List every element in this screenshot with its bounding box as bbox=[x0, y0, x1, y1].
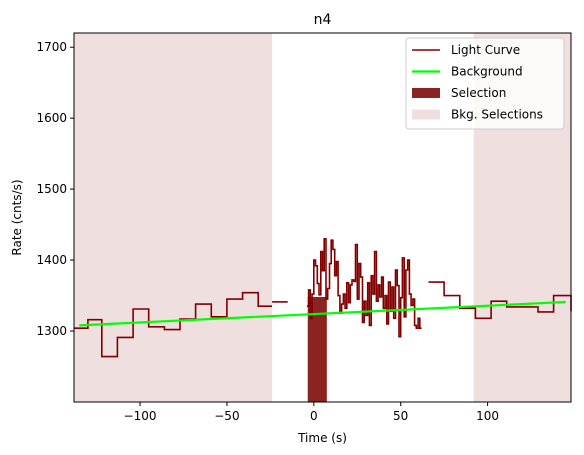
y-axis-ticks: 1300 1400 1500 1600 1700 bbox=[36, 40, 74, 338]
light-curve-segment-4 bbox=[428, 281, 572, 320]
y-tick-label: 1300 bbox=[36, 324, 67, 338]
selection-region bbox=[307, 296, 327, 402]
x-axis-label: Time (s) bbox=[297, 431, 347, 445]
y-axis-label: Rate (cnts/s) bbox=[10, 179, 24, 255]
legend-label-2: Background bbox=[451, 65, 523, 79]
chart-title: n4 bbox=[314, 12, 332, 28]
light-curve-segment-1 bbox=[74, 291, 273, 358]
legend-box bbox=[405, 37, 565, 130]
legend-label-3: Selection bbox=[451, 86, 506, 100]
y-tick-label: 1400 bbox=[36, 253, 67, 267]
legend-label-4: Bkg. Selections bbox=[451, 108, 543, 122]
y-tick-label: 1600 bbox=[36, 111, 67, 125]
background-series bbox=[79, 300, 566, 327]
x-axis-ticks: −100 −50 0 50 100 bbox=[124, 402, 499, 423]
y-tick-label: 1500 bbox=[36, 182, 67, 196]
background-line bbox=[79, 300, 566, 327]
bkg-selection-region-1 bbox=[74, 33, 273, 402]
legend-label-1: Light Curve bbox=[451, 43, 520, 57]
x-tick-label: 50 bbox=[393, 409, 408, 423]
selection-region bbox=[307, 296, 327, 402]
y-tick-label: 1700 bbox=[36, 40, 67, 54]
x-tick-label: −50 bbox=[214, 409, 239, 423]
legend-swatch-4 bbox=[412, 109, 440, 120]
x-tick-label: 0 bbox=[310, 409, 318, 423]
plot-frame bbox=[73, 32, 572, 403]
x-tick-label: −100 bbox=[124, 409, 157, 423]
legend: Light Curve Background Selection Bkg. Selec… bbox=[405, 37, 565, 130]
x-tick-label: 100 bbox=[476, 409, 499, 423]
legend-swatch-3 bbox=[412, 88, 440, 98]
